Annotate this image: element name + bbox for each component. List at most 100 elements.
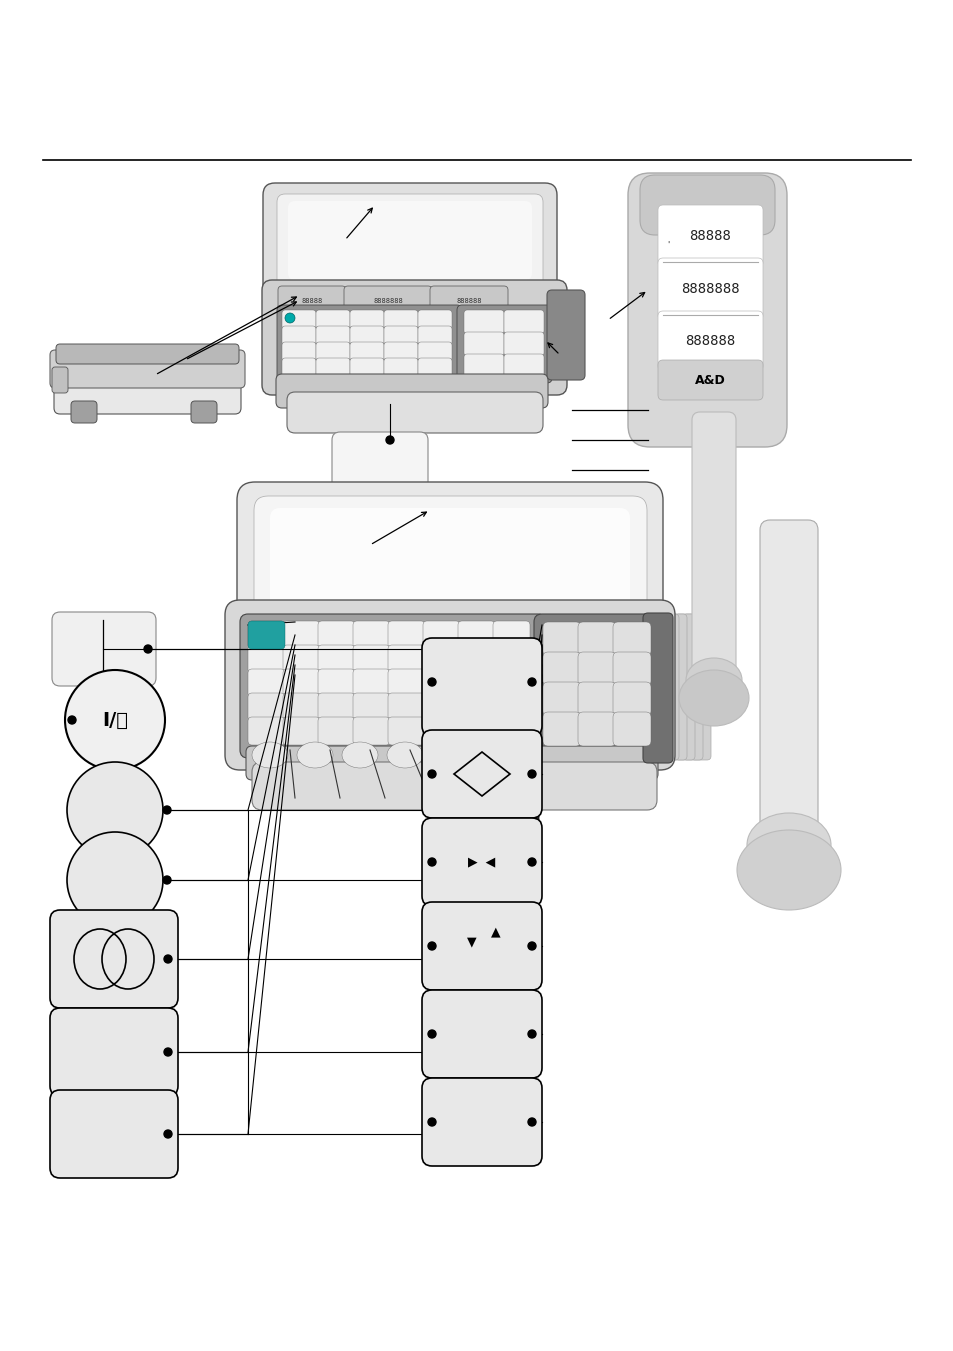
- FancyBboxPatch shape: [50, 350, 245, 388]
- FancyBboxPatch shape: [542, 682, 580, 716]
- FancyBboxPatch shape: [288, 201, 532, 280]
- FancyBboxPatch shape: [578, 712, 616, 746]
- FancyBboxPatch shape: [613, 682, 650, 716]
- FancyBboxPatch shape: [578, 682, 616, 716]
- Circle shape: [163, 807, 171, 815]
- FancyBboxPatch shape: [658, 205, 762, 267]
- FancyBboxPatch shape: [421, 817, 541, 907]
- FancyBboxPatch shape: [344, 286, 432, 316]
- FancyBboxPatch shape: [283, 693, 319, 721]
- FancyBboxPatch shape: [542, 653, 580, 686]
- FancyBboxPatch shape: [388, 621, 424, 648]
- FancyBboxPatch shape: [240, 613, 545, 758]
- FancyBboxPatch shape: [248, 693, 285, 721]
- Circle shape: [386, 436, 394, 444]
- Circle shape: [527, 678, 536, 686]
- FancyBboxPatch shape: [50, 1008, 178, 1096]
- Circle shape: [527, 858, 536, 866]
- FancyBboxPatch shape: [417, 326, 452, 345]
- FancyBboxPatch shape: [317, 644, 355, 673]
- Text: I/⏻: I/⏻: [102, 711, 128, 730]
- FancyBboxPatch shape: [350, 309, 384, 330]
- FancyBboxPatch shape: [493, 693, 530, 721]
- Circle shape: [428, 1029, 436, 1038]
- FancyBboxPatch shape: [282, 342, 315, 361]
- FancyBboxPatch shape: [253, 496, 646, 624]
- FancyBboxPatch shape: [417, 309, 452, 330]
- FancyBboxPatch shape: [225, 600, 675, 770]
- FancyBboxPatch shape: [666, 613, 686, 761]
- FancyBboxPatch shape: [613, 621, 650, 657]
- FancyBboxPatch shape: [384, 342, 417, 361]
- FancyBboxPatch shape: [457, 621, 495, 648]
- FancyBboxPatch shape: [578, 621, 616, 657]
- Circle shape: [428, 1119, 436, 1125]
- FancyBboxPatch shape: [578, 653, 616, 686]
- Text: ▲: ▲: [491, 925, 500, 939]
- FancyBboxPatch shape: [315, 342, 350, 361]
- FancyBboxPatch shape: [493, 717, 530, 744]
- FancyBboxPatch shape: [332, 432, 428, 496]
- FancyBboxPatch shape: [248, 621, 285, 648]
- Circle shape: [68, 716, 76, 724]
- FancyBboxPatch shape: [457, 644, 495, 673]
- FancyBboxPatch shape: [50, 911, 178, 1008]
- Circle shape: [527, 1029, 536, 1038]
- FancyBboxPatch shape: [639, 176, 774, 235]
- FancyBboxPatch shape: [503, 309, 543, 334]
- Ellipse shape: [679, 670, 748, 725]
- FancyBboxPatch shape: [421, 902, 541, 990]
- Circle shape: [428, 942, 436, 950]
- FancyBboxPatch shape: [542, 621, 580, 657]
- FancyBboxPatch shape: [353, 621, 390, 648]
- FancyBboxPatch shape: [315, 358, 350, 377]
- FancyBboxPatch shape: [287, 392, 542, 434]
- FancyBboxPatch shape: [422, 693, 459, 721]
- FancyBboxPatch shape: [283, 644, 319, 673]
- Text: ▶  ◀: ▶ ◀: [468, 855, 496, 869]
- FancyBboxPatch shape: [350, 358, 384, 377]
- Circle shape: [164, 1129, 172, 1138]
- FancyBboxPatch shape: [627, 173, 786, 447]
- FancyBboxPatch shape: [760, 520, 817, 861]
- FancyBboxPatch shape: [613, 712, 650, 746]
- Circle shape: [527, 770, 536, 778]
- FancyBboxPatch shape: [317, 717, 355, 744]
- FancyBboxPatch shape: [388, 717, 424, 744]
- FancyBboxPatch shape: [430, 286, 507, 316]
- FancyBboxPatch shape: [283, 717, 319, 744]
- FancyBboxPatch shape: [421, 638, 541, 736]
- FancyBboxPatch shape: [54, 374, 241, 413]
- FancyBboxPatch shape: [542, 712, 580, 746]
- Ellipse shape: [296, 742, 333, 767]
- FancyBboxPatch shape: [421, 730, 541, 817]
- FancyBboxPatch shape: [52, 367, 68, 393]
- FancyBboxPatch shape: [275, 374, 547, 408]
- Ellipse shape: [685, 658, 741, 703]
- FancyBboxPatch shape: [658, 311, 762, 372]
- FancyBboxPatch shape: [457, 717, 495, 744]
- FancyBboxPatch shape: [690, 613, 710, 761]
- FancyBboxPatch shape: [463, 354, 503, 378]
- Text: 888888: 888888: [684, 334, 735, 349]
- FancyBboxPatch shape: [317, 669, 355, 697]
- FancyBboxPatch shape: [421, 1078, 541, 1166]
- FancyBboxPatch shape: [493, 669, 530, 697]
- FancyBboxPatch shape: [236, 482, 662, 638]
- FancyBboxPatch shape: [546, 290, 584, 380]
- Circle shape: [428, 770, 436, 778]
- FancyBboxPatch shape: [463, 309, 503, 334]
- FancyBboxPatch shape: [421, 990, 541, 1078]
- FancyBboxPatch shape: [252, 762, 657, 811]
- Ellipse shape: [285, 313, 294, 323]
- FancyBboxPatch shape: [691, 412, 735, 698]
- FancyBboxPatch shape: [315, 326, 350, 345]
- FancyBboxPatch shape: [384, 326, 417, 345]
- FancyBboxPatch shape: [493, 644, 530, 673]
- Text: 88888: 88888: [301, 299, 322, 304]
- Ellipse shape: [252, 742, 288, 767]
- Text: 8888888: 8888888: [373, 299, 402, 304]
- FancyBboxPatch shape: [422, 717, 459, 744]
- FancyBboxPatch shape: [246, 746, 658, 780]
- FancyBboxPatch shape: [276, 195, 542, 290]
